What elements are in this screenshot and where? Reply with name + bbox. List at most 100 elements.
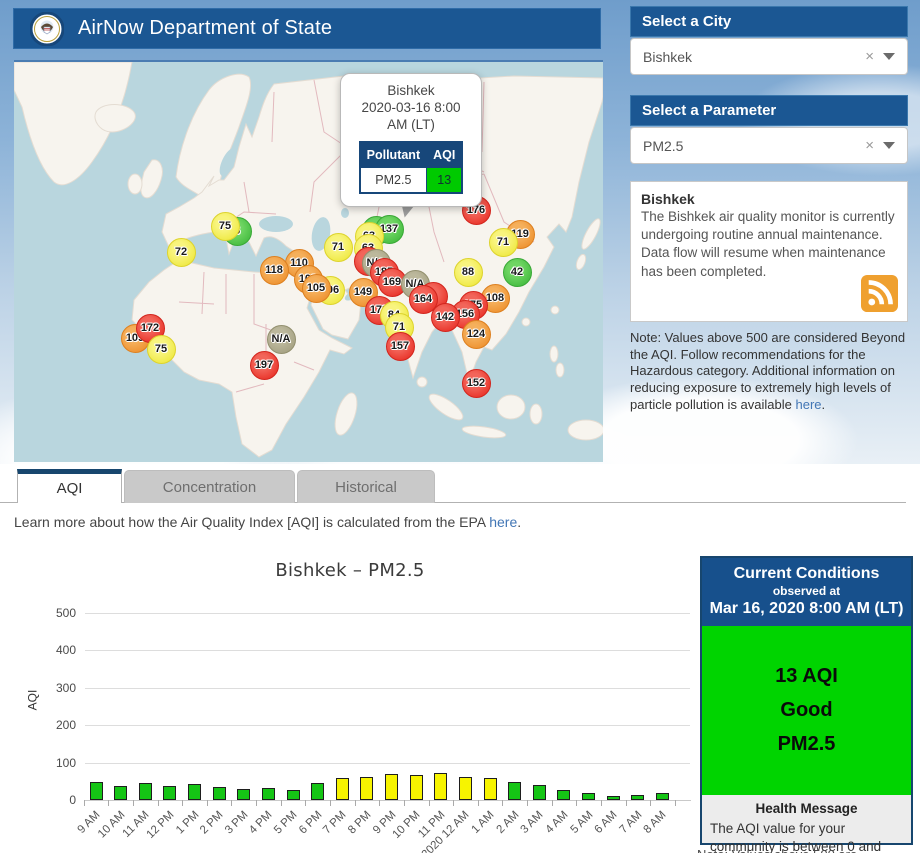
bar-1-pm[interactable] <box>188 783 202 800</box>
parameter-caret-icon[interactable] <box>883 142 895 149</box>
select-city-header: Select a City <box>630 6 908 37</box>
cc-health-section: Health Message The AQI value for your co… <box>702 795 911 853</box>
bar-2-pm[interactable] <box>212 786 226 800</box>
aqi-marker[interactable]: 72 <box>166 237 196 267</box>
bar-2020-12-am[interactable] <box>458 776 472 800</box>
bar-3-am[interactable] <box>532 784 546 800</box>
x-tick <box>674 800 676 806</box>
bar-7-am[interactable] <box>631 794 645 800</box>
x-tick <box>354 800 356 806</box>
note-text: Note: Values above 500 are considered Be… <box>630 330 906 412</box>
department-of-state-seal-icon <box>30 11 64 46</box>
aqi-marker[interactable]: 75 <box>210 211 240 241</box>
app-title: AirNow Department of State <box>78 17 333 39</box>
popup-table: Pollutant AQI PM2.5 13 <box>358 140 464 194</box>
x-tick <box>108 800 110 806</box>
note-here-link[interactable]: here <box>795 396 822 412</box>
tab-historical[interactable]: Historical <box>297 470 435 503</box>
aqi-marker[interactable]: 197 <box>249 350 279 380</box>
bar-9-am[interactable] <box>89 782 103 800</box>
city-caret-icon[interactable] <box>883 53 895 60</box>
y-tick-label: 0 <box>69 793 76 807</box>
bar-11-pm[interactable] <box>434 773 448 800</box>
gridline <box>85 687 690 689</box>
aqi-marker[interactable]: 152 <box>461 368 491 398</box>
bar-11-am[interactable] <box>138 782 152 800</box>
aqi-marker[interactable]: 157 <box>385 331 415 361</box>
bar-9-pm[interactable] <box>385 774 399 800</box>
bar-3-pm[interactable] <box>237 789 251 800</box>
bar-10-am[interactable] <box>114 785 128 800</box>
bar-4-pm[interactable] <box>261 788 275 800</box>
cc-timestamp: Mar 16, 2020 8:00 AM (LT) <box>709 600 904 617</box>
x-tick <box>576 800 578 806</box>
y-tick-label: 100 <box>55 755 76 770</box>
aqi-marker[interactable]: 71 <box>323 232 353 262</box>
x-tick <box>83 800 85 806</box>
cc-title: Current Conditions <box>733 565 880 582</box>
bar-12-pm[interactable] <box>163 785 177 800</box>
city-info-box: Bishkek The Bishkek air quality monitor … <box>630 181 908 322</box>
learn-more-prefix: Learn more about how the Air Quality Ind… <box>14 514 490 530</box>
bar-8-pm[interactable] <box>360 776 374 800</box>
aqi-marker[interactable]: 105 <box>301 273 331 303</box>
rss-icon[interactable] <box>861 275 898 312</box>
city-select[interactable]: Bishkek × <box>630 38 908 75</box>
current-conditions-panel: Current Conditions observed at Mar 16, 2… <box>700 556 913 853</box>
map-popup[interactable]: Bishkek 2020-03-16 8:00 AM (LT) Pollutan… <box>340 73 482 207</box>
bar-5-am[interactable] <box>582 793 596 800</box>
cc-health-message: The AQI value for your community is betw… <box>710 821 882 853</box>
tab-concentration[interactable]: Concentration <box>124 470 295 503</box>
popup-city: Bishkek <box>387 83 435 98</box>
cc-category: Good <box>780 699 833 721</box>
aqi-marker[interactable]: N/A <box>266 324 296 354</box>
y-tick-label: 300 <box>55 680 76 695</box>
popup-col-pollutant: Pollutant <box>359 141 428 168</box>
marker-layer: 575727110611011810310510917275N/A1971376… <box>14 62 603 462</box>
bar-1-am[interactable] <box>483 777 497 800</box>
aqi-marker[interactable]: 42 <box>502 257 532 287</box>
map[interactable]: 575727110611011810310510917275N/A1971376… <box>14 60 603 462</box>
gridline <box>85 725 690 726</box>
learn-more-text: Learn more about how the Air Quality Ind… <box>14 514 521 530</box>
learn-more-here-link[interactable]: here <box>489 514 518 530</box>
aqi-marker[interactable]: 88 <box>453 257 483 287</box>
info-title: Bishkek <box>641 191 695 207</box>
aqi-marker[interactable]: 124 <box>461 319 491 349</box>
cc-subtitle: observed at <box>772 584 841 598</box>
chart-x-axis <box>84 800 691 801</box>
city-select-value: Bishkek <box>643 48 693 65</box>
parameter-select-value: PM2.5 <box>643 137 684 154</box>
bar-6-pm[interactable] <box>311 783 325 800</box>
bar-5-pm[interactable] <box>286 789 300 800</box>
bar-7-pm[interactable] <box>335 777 349 800</box>
aqi-marker[interactable]: 75 <box>146 334 176 364</box>
learn-more-suffix: . <box>517 514 522 530</box>
popup-aqi-value: 13 <box>426 166 463 194</box>
gridline <box>85 612 690 614</box>
select-parameter-header: Select a Parameter <box>630 95 908 126</box>
x-tick <box>527 800 529 806</box>
cc-aqi-block: 13 AQI Good PM2.5 <box>702 626 911 795</box>
aqi-marker[interactable]: 71 <box>488 227 518 257</box>
bar-10-pm[interactable] <box>409 774 423 800</box>
aqi-marker[interactable]: 118 <box>259 255 289 285</box>
bar-2-am[interactable] <box>508 782 522 800</box>
x-tick <box>625 800 627 806</box>
city-clear-icon[interactable]: × <box>865 48 874 65</box>
x-tick <box>403 800 405 806</box>
parameter-clear-icon[interactable]: × <box>865 137 874 154</box>
note-suffix: . <box>821 396 826 412</box>
tab-aqi[interactable]: AQI <box>17 469 122 503</box>
aqi-bar-chart: Bishkek – PM2.5 AQI 500 400 300 200 100 0 9 A… <box>0 545 696 853</box>
bar-4-am[interactable] <box>557 789 571 800</box>
x-tick <box>329 800 331 806</box>
x-tick <box>132 800 134 806</box>
bar-6-am[interactable] <box>606 795 620 800</box>
bar-8-am[interactable] <box>655 792 669 800</box>
aqi-marker[interactable]: 142 <box>430 302 460 332</box>
parameter-select[interactable]: PM2.5 × <box>630 127 908 164</box>
beyond-aqi-note: Note: Values above 500 are considered Be… <box>630 330 910 413</box>
app-header: AirNow Department of State <box>13 8 601 49</box>
x-tick <box>206 800 208 806</box>
